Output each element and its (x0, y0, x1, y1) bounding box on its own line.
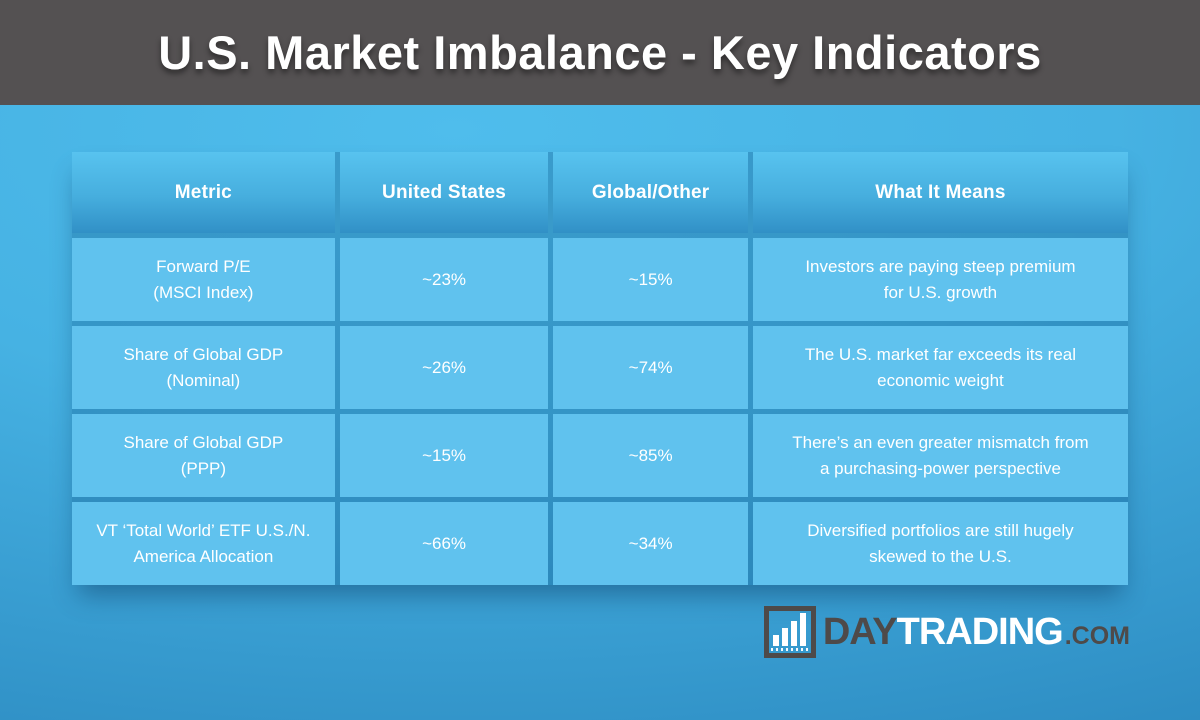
us-value-cell: ~66% (339, 502, 549, 585)
bar-chart-icon-bar (791, 621, 798, 646)
bar-chart-icon (763, 606, 816, 658)
bar-chart-icon-bar (773, 635, 780, 646)
us-value-cell: ~23% (339, 238, 549, 321)
logo-wordmark: DAY TRADING .COM (823, 611, 1130, 654)
col-header-global: Global/Other (553, 152, 748, 233)
meaning-cell: There’s an even greater mismatch from a … (752, 414, 1128, 497)
indicators-table: Metric United States Global/Other What I… (72, 152, 1128, 585)
page-title: U.S. Market Imbalance - Key Indicators (158, 26, 1042, 79)
col-header-us: United States (339, 152, 549, 233)
global-value-cell: ~15% (553, 238, 748, 321)
metric-cell: Share of Global GDP (Nominal) (72, 326, 335, 409)
metric-cell: VT ‘Total World’ ETF U.S./N. America All… (72, 502, 335, 585)
bar-chart-icon-axis (770, 648, 809, 651)
logo-day-text: DAY (822, 610, 898, 653)
global-value-cell: ~74% (553, 326, 748, 409)
meaning-cell: The U.S. market far exceeds its real eco… (752, 326, 1128, 409)
logo-com-text: .COM (1064, 621, 1130, 650)
col-header-meaning: What It Means (752, 152, 1128, 233)
bar-chart-icon-bar (800, 613, 807, 646)
title-bar: U.S. Market Imbalance - Key Indicators (0, 0, 1200, 105)
bar-chart-icon-bar (782, 628, 789, 646)
global-value-cell: ~85% (553, 414, 748, 497)
metric-cell: Share of Global GDP (PPP) (72, 414, 335, 497)
daytrading-logo: DAY TRADING .COM (763, 606, 1130, 658)
us-value-cell: ~26% (339, 326, 549, 409)
logo-trading-text: TRADING (896, 610, 1064, 653)
col-header-metric: Metric (72, 152, 335, 233)
global-value-cell: ~34% (553, 502, 748, 585)
meaning-cell: Diversified portfolios are still hugely … (752, 502, 1128, 585)
meaning-cell: Investors are paying steep premium for U… (752, 238, 1128, 321)
us-value-cell: ~15% (339, 414, 549, 497)
metric-cell: Forward P/E (MSCI Index) (72, 238, 335, 321)
